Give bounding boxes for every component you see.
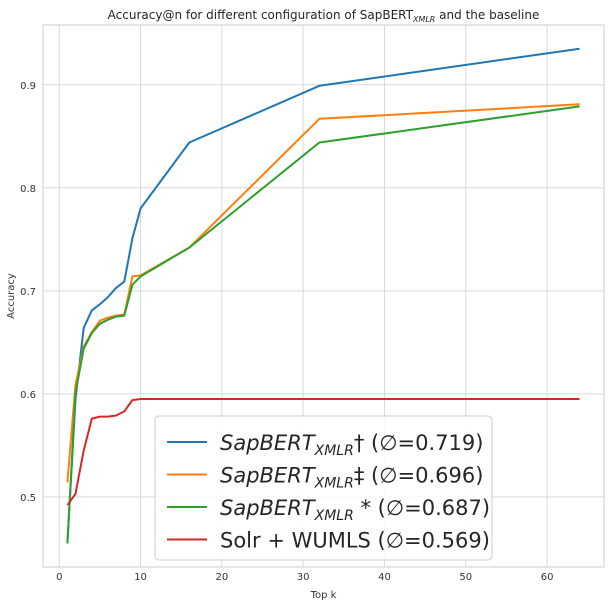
y-tick-label: 0.7 (20, 287, 36, 298)
legend-label-name: Solr + WUMLS (∅=0.569) (220, 529, 490, 553)
legend-label-name: SapBERT (220, 496, 317, 520)
legend-label-suffix: ‡ (∅=0.696) (354, 464, 484, 488)
legend: SapBERTXMLR† (∅=0.719)SapBERTXMLR‡ (∅=0.… (154, 415, 493, 561)
chart-title-suffix: and the baseline (435, 8, 539, 22)
y-tick-label: 0.5 (20, 493, 36, 504)
legend-label-suffix: * (∅=0.687) (354, 496, 490, 520)
x-tick-label: 20 (216, 572, 229, 583)
legend-label-name: SapBERT (220, 464, 317, 488)
legend-label-suffix: † (∅=0.719) (354, 431, 484, 455)
legend-label: SapBERTXMLR * (∅=0.687) (220, 496, 490, 524)
chart-title-main: Accuracy@n for different configuration o… (108, 8, 414, 22)
chart-title: Accuracy@n for different configuration o… (108, 8, 540, 24)
x-tick-label: 10 (134, 572, 147, 583)
series-line-4 (66, 398, 580, 506)
x-tick-label: 50 (459, 572, 472, 583)
x-axis-label: Top k (310, 590, 337, 601)
x-tick-label: 0 (56, 572, 62, 583)
x-tick-label: 30 (297, 572, 310, 583)
legend-label: Solr + WUMLS (∅=0.569) (220, 529, 490, 553)
legend-label-subscript: XMLR (314, 476, 354, 492)
series-line-1 (66, 47, 580, 544)
legend-label-subscript: XMLR (314, 443, 354, 459)
legend-label: SapBERTXMLR‡ (∅=0.696) (220, 464, 483, 492)
legend-label: SapBERTXMLR† (∅=0.719) (220, 431, 483, 459)
y-tick-label: 0.6 (20, 390, 36, 401)
series-layer (66, 47, 580, 544)
x-tick-label: 40 (378, 572, 391, 583)
y-tick-label: 0.9 (20, 81, 36, 92)
legend-label-subscript: XMLR (314, 508, 354, 524)
series-line-3 (66, 105, 580, 544)
x-tick-label: 60 (541, 572, 554, 583)
y-axis-label: Accuracy (6, 273, 17, 319)
legend-label-name: SapBERT (220, 431, 317, 455)
y-tick-label: 0.8 (20, 184, 36, 195)
chart-title-subscript: XMLR (412, 15, 435, 24)
legend-box (154, 415, 493, 561)
tick-layer: 0 10 20 30 40 50 60 0.5 0.6 0.7 0.8 0.9 (20, 81, 553, 583)
